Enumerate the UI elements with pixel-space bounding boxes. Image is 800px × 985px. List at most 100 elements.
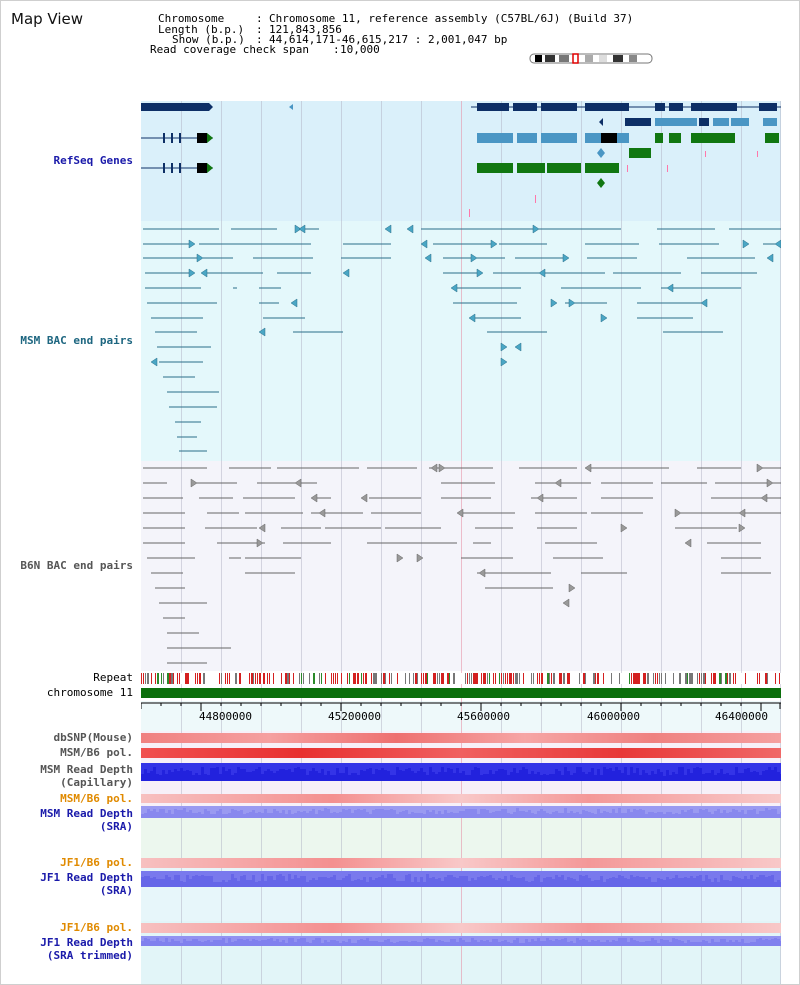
depth-bar: [165, 871, 168, 875]
depth-bar: [441, 936, 444, 941]
depth-bar: [774, 763, 777, 767]
depth-bar: [246, 763, 249, 772]
variation-depth-tracks[interactable]: [141, 731, 781, 985]
depth-bar: [768, 936, 771, 940]
depth-bar: [489, 806, 492, 813]
depth-bar: [336, 936, 339, 941]
depth-bar: [252, 763, 255, 771]
depth-bar: [318, 763, 321, 773]
depth-bar: [159, 871, 162, 879]
depth-bar: [741, 806, 744, 810]
depth-bar: [303, 936, 306, 938]
depth-bar: [162, 763, 165, 770]
depth-bar: [687, 871, 690, 878]
repeat-mark: [673, 673, 674, 684]
depth-bar: [531, 806, 534, 813]
depth-bar: [228, 936, 231, 938]
depth-bar: [279, 936, 282, 942]
refseq-genes-label[interactable]: RefSeq Genes: [53, 154, 133, 167]
msm-b6-pol-sra-label[interactable]: MSM/B6 pol.: [60, 792, 133, 805]
depth-bar: [207, 871, 210, 876]
jf1-b6-pol-label[interactable]: JF1/B6 pol.: [60, 856, 133, 869]
depth-bar: [627, 806, 630, 809]
depth-bar: [561, 763, 564, 775]
depth-bar: [477, 806, 480, 814]
repeat-mark: [293, 673, 294, 684]
depth-bar: [591, 806, 594, 813]
depth-bar: [333, 763, 336, 775]
depth-bar: [411, 871, 414, 882]
msm-b6-pol-label[interactable]: MSM/B6 pol.: [60, 746, 133, 759]
depth-bar: [306, 871, 309, 882]
depth-bar: [432, 871, 435, 877]
depth-bar: [672, 763, 675, 772]
depth-bar: [696, 871, 699, 876]
depth-bar: [153, 806, 156, 809]
depth-bar: [345, 936, 348, 942]
depth-bar: [180, 806, 183, 810]
repeat-mark: [273, 673, 274, 684]
depth-bar: [372, 806, 375, 810]
depth-bar: [753, 936, 756, 942]
depth-bar: [177, 936, 180, 941]
depth-bar: [732, 936, 735, 942]
depth-bar: [225, 763, 228, 771]
msm-read-depth-capillary-label[interactable]: MSM Read Depth: [40, 763, 133, 776]
depth-bar: [312, 936, 315, 940]
dbsnp-label[interactable]: dbSNP(Mouse): [53, 731, 133, 744]
msm-read-depth-sra-label[interactable]: MSM Read Depth: [40, 807, 133, 820]
depth-bar: [462, 936, 465, 940]
repeat-mark: [467, 673, 468, 684]
depth-bar: [225, 871, 228, 882]
depth-bar: [645, 936, 648, 941]
depth-bar: [645, 806, 648, 814]
depth-bar: [657, 871, 660, 878]
refseq-genes-track[interactable]: [141, 101, 781, 221]
depth-bar: [669, 871, 672, 879]
repeat-mark: [383, 673, 385, 684]
repeat-track[interactable]: [141, 673, 781, 684]
depth-bar: [510, 936, 513, 943]
chromosome-ideogram[interactable]: [529, 53, 653, 65]
repeat-mark: [357, 673, 359, 684]
depth-bar: [675, 806, 678, 813]
b6n-bac-end-pairs-track[interactable]: [141, 461, 781, 671]
depth-bar: [756, 871, 759, 877]
repeat-mark: [473, 673, 475, 684]
depth-bar: [648, 936, 651, 941]
depth-bar: [444, 806, 447, 810]
depth-bar: [372, 763, 375, 774]
depth-bar: [669, 806, 672, 812]
depth-bar: [489, 763, 492, 770]
b6n-bac-label[interactable]: B6N BAC end pairs: [20, 559, 133, 572]
depth-bar: [504, 871, 507, 876]
chromosome-bar[interactable]: [141, 688, 781, 698]
depth-bar: [387, 806, 390, 810]
depth-bar: [234, 806, 237, 810]
jf1-read-depth-sra-label[interactable]: JF1 Read Depth: [40, 871, 133, 884]
jf1-read-depth-trim-label[interactable]: JF1 Read Depth: [40, 936, 133, 949]
repeat-mark: [523, 673, 524, 684]
colon: :: [256, 33, 263, 46]
repeat-mark: [373, 673, 375, 684]
depth-bar: [189, 763, 192, 771]
depth-bar: [726, 936, 729, 942]
depth-bar: [342, 871, 345, 878]
depth-bar: [420, 936, 423, 942]
depth-bar: [762, 936, 765, 940]
depth-bar: [714, 936, 717, 942]
depth-bar: [582, 871, 585, 876]
depth-bar: [249, 936, 252, 941]
depth-bar: [363, 936, 366, 940]
depth-bar: [366, 806, 369, 812]
depth-bar: [597, 871, 600, 880]
depth-bar: [246, 806, 249, 813]
msm-bac-label[interactable]: MSM BAC end pairs: [20, 334, 133, 347]
depth-bar: [726, 763, 729, 773]
depth-bar: [174, 936, 177, 941]
depth-bar: [525, 806, 528, 812]
repeat-mark: [511, 673, 512, 684]
repeat-mark: [331, 673, 332, 684]
msm-bac-end-pairs-track[interactable]: [141, 221, 781, 461]
jf1-b6-pol-trim-label[interactable]: JF1/B6 pol.: [60, 921, 133, 934]
